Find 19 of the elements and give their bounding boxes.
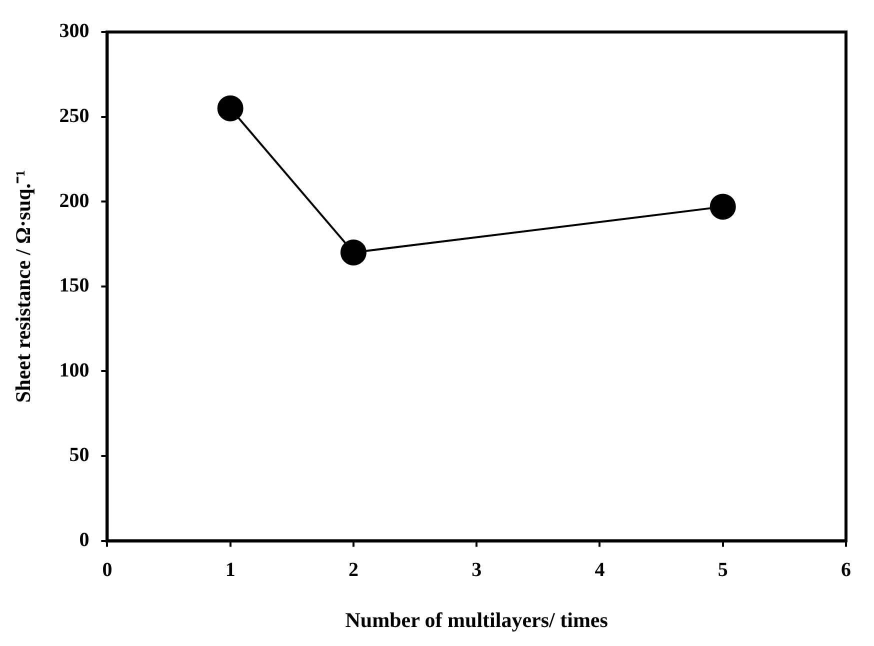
x-tick-label: 0 (102, 558, 112, 581)
y-tick-label: 300 (59, 20, 90, 42)
y-tick-label: 250 (59, 104, 90, 127)
point (340, 239, 366, 266)
y-tick-label: 100 (59, 359, 90, 382)
x-axis-title: Number of multilayers/ times (345, 608, 608, 632)
x-tick-label: 3 (472, 558, 482, 581)
x-tick-label: 4 (594, 558, 605, 581)
x-tick-label: 6 (841, 558, 851, 581)
x-tick-label: 2 (348, 558, 358, 581)
point (710, 194, 736, 220)
y-tick-label: 50 (69, 444, 90, 466)
point (217, 95, 244, 122)
y-tick-label: 0 (79, 528, 90, 551)
y-tick-label: 150 (59, 274, 90, 297)
y-axis-title: Sheet resistance / Ω·suq.⁻¹ (11, 170, 36, 403)
x-tick-label: 5 (718, 558, 728, 581)
y-tick-label: 200 (59, 190, 90, 212)
x-tick-label: 1 (225, 558, 236, 581)
